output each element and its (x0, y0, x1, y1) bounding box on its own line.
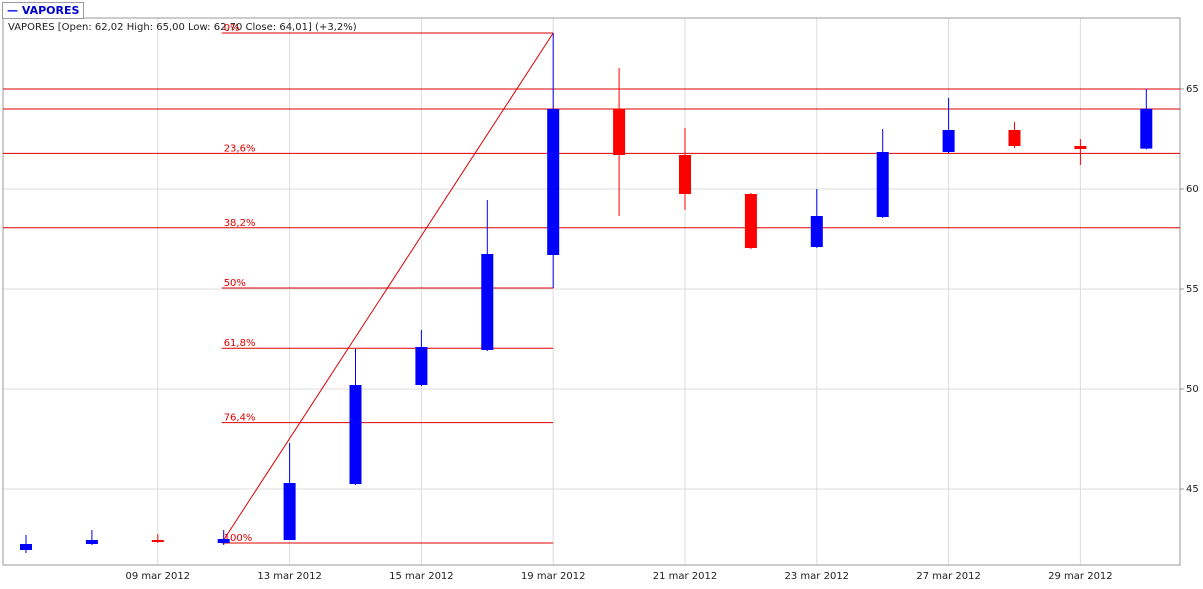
fib-label: 100% (224, 533, 253, 544)
candle-body (1140, 108, 1153, 149)
legend-label: VAPORES (21, 4, 80, 17)
legend: — VAPORES (2, 2, 85, 19)
legend-swatch: — (7, 4, 18, 17)
fib-label: 61,8% (224, 338, 256, 349)
candle-body (20, 544, 32, 550)
x-tick-label: 15 mar 2012 (389, 571, 454, 582)
candle-body (1008, 130, 1021, 146)
x-tick-label: 29 mar 2012 (1048, 571, 1113, 582)
x-tick-label: 13 mar 2012 (257, 571, 322, 582)
candle-body (547, 109, 560, 255)
fib-label: 38,2% (224, 218, 256, 229)
plot-frame (2, 17, 1181, 566)
candle-body (1074, 146, 1087, 149)
candle-body (415, 347, 428, 385)
x-tick-label: 27 mar 2012 (916, 571, 981, 582)
candle-body (151, 540, 164, 542)
candle-body (217, 539, 230, 543)
candle-body (481, 254, 494, 350)
candle-body (85, 540, 98, 544)
fib-label: 0% (224, 23, 240, 34)
y-tick-label: 55 (1186, 284, 1199, 295)
candle-body (810, 216, 823, 247)
candle-body (283, 483, 296, 540)
fib-label: 76,4% (224, 413, 256, 424)
candle-body (942, 130, 955, 152)
y-tick-label: 45 (1186, 484, 1199, 495)
x-tick-label: 21 mar 2012 (653, 571, 718, 582)
trend-line (221, 32, 554, 544)
candle-body (876, 152, 889, 217)
candle-body (744, 194, 757, 248)
candle-body (613, 109, 626, 155)
y-tick-label: 65 (1186, 84, 1199, 95)
y-tick-label: 60 (1186, 184, 1199, 195)
candle-body (349, 385, 362, 484)
x-tick-label: 19 mar 2012 (521, 571, 586, 582)
y-tick-label: 50 (1186, 384, 1199, 395)
x-tick-label: 09 mar 2012 (126, 571, 191, 582)
fib-label: 23,6% (224, 143, 256, 154)
fib-label: 50% (224, 278, 246, 289)
info-text: VAPORES [Open: 62,02 High: 65,00 Low: 62… (8, 22, 357, 33)
candle-body (679, 155, 691, 194)
x-tick-label: 23 mar 2012 (785, 571, 850, 582)
